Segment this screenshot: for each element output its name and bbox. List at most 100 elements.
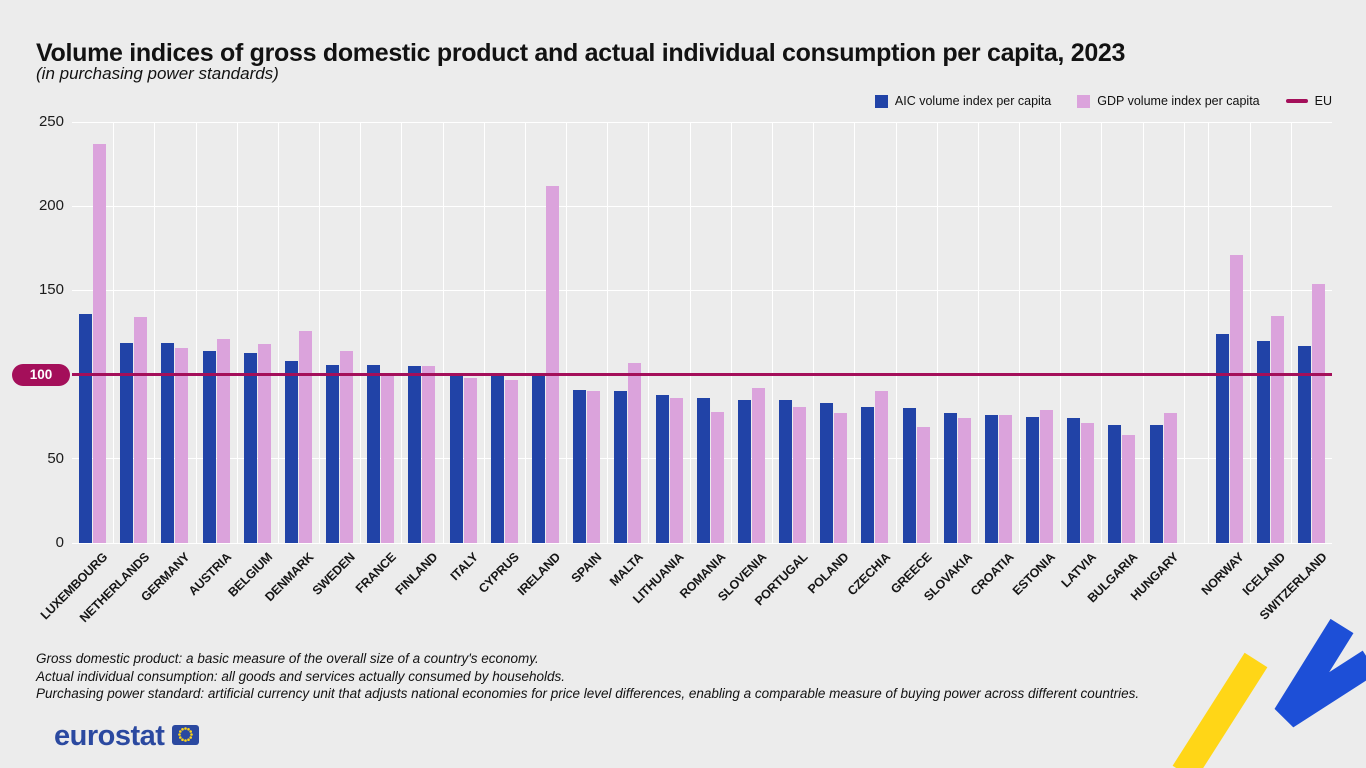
aic-bar [861, 406, 875, 543]
aic-bar [1026, 416, 1040, 543]
gdp-bar [793, 406, 807, 543]
aic-bar [284, 361, 298, 543]
country-label: ESTONIA [1009, 550, 1058, 599]
eurostat-wordmark: eurostat [54, 720, 165, 752]
footnote-gdp: Gross domestic product: a basic measure … [36, 651, 539, 666]
aic-bar [532, 376, 546, 543]
aic-bar [408, 366, 422, 543]
v-gridline [1060, 122, 1062, 543]
bar-chart: 0 50 100 150 200 250 LUXEMBOURG NETHERLANDS GER… [12, 113, 1332, 625]
country-bar-group [1101, 122, 1142, 543]
v-gridline [483, 122, 485, 543]
country-label: POLAND [805, 550, 852, 597]
aic-bar [1067, 418, 1081, 543]
y-axis-label: 0 [55, 534, 64, 551]
y-axis-label: 150 [38, 281, 64, 299]
country-bar-group [978, 122, 1019, 543]
gdp-bar [669, 398, 683, 543]
y-axis: 0 50 100 150 200 250 [12, 113, 72, 551]
country-bar-group [443, 122, 484, 543]
aic-bar [449, 376, 463, 543]
country-label: CROATIA [967, 550, 1017, 599]
gdp-bar [546, 186, 560, 543]
footnote-pps: Purchasing power standard: artificial cu… [36, 686, 1140, 702]
country-bar-group [113, 122, 154, 543]
aic-legend-label: AIC volume index per capita [894, 94, 1052, 108]
eu-axis-badge: 100 [12, 363, 70, 386]
aic-bar [120, 342, 134, 543]
v-gridline [566, 122, 568, 543]
gdp-swatch-icon [1077, 94, 1091, 108]
v-gridline [1101, 122, 1103, 543]
v-gridline [442, 122, 444, 543]
gdp-bar [216, 339, 230, 543]
v-gridline [195, 122, 197, 543]
gdp-bar [175, 347, 189, 543]
gdp-bar [1081, 423, 1095, 543]
aic-bar [943, 413, 957, 543]
v-gridline [1142, 122, 1144, 543]
eu-flag-icon [172, 724, 200, 745]
y-gridline [72, 542, 1332, 544]
y-axis-label: 250 [38, 113, 64, 130]
country-bar-group [607, 122, 648, 543]
v-gridline [1183, 122, 1185, 543]
country-bar-group [1291, 122, 1332, 543]
gdp-bar [1270, 315, 1284, 543]
v-gridline [936, 122, 938, 543]
country-bar-group [772, 122, 813, 543]
v-gridline [401, 122, 403, 543]
aic-bar [1108, 425, 1122, 543]
country-label: SWEDEN [309, 550, 358, 598]
country-label: IRELAND [515, 550, 564, 599]
aic-bar [902, 408, 916, 543]
gdp-bar [134, 317, 148, 543]
country-bar-group [813, 122, 854, 543]
v-gridline [977, 122, 979, 543]
country-label: ITALY [447, 550, 482, 584]
v-gridline [730, 122, 732, 543]
page-subtitle: (in purchasing power standards) [36, 64, 279, 83]
v-gridline [689, 122, 691, 543]
v-gridline [607, 122, 609, 543]
gdp-legend-label: GDP volume index per capita [1097, 94, 1260, 108]
v-gridline [277, 122, 279, 543]
aic-bar [1256, 340, 1270, 543]
gdp-bar [834, 413, 848, 543]
y-gridline [72, 121, 1332, 123]
aic-bar [326, 364, 340, 543]
country-bar-group [278, 122, 319, 543]
v-gridline [236, 122, 238, 543]
v-gridline [1019, 122, 1021, 543]
country-bar-group [1019, 122, 1060, 543]
v-gridline [1249, 122, 1251, 543]
gdp-bar [1163, 413, 1177, 543]
v-gridline [1208, 122, 1210, 543]
aic-bar [490, 376, 504, 543]
gdp-bar [1229, 255, 1243, 543]
country-label: NORWAY [1199, 550, 1247, 598]
y-gridline [72, 205, 1332, 207]
country-bar-group [1060, 122, 1101, 543]
yellow-ribbon [1172, 652, 1268, 768]
aic-bar [614, 391, 628, 543]
aic-bar [1149, 425, 1163, 543]
country-bar-group [566, 122, 607, 543]
legend-item-eu: EU [1285, 94, 1332, 108]
aic-bar [1215, 334, 1229, 543]
country-bar-group [401, 122, 442, 543]
v-gridline [854, 122, 856, 543]
country-bar-group [854, 122, 895, 543]
y-axis-label: 200 [38, 197, 64, 215]
country-bar-group [1250, 122, 1291, 543]
country-bar-group [360, 122, 401, 543]
country-bar-group [525, 122, 566, 543]
country-bar-group [731, 122, 772, 543]
gdp-bar [422, 366, 436, 543]
v-gridline [319, 122, 321, 543]
v-gridline [895, 122, 897, 543]
gdp-bar [710, 411, 724, 543]
country-bar-group [648, 122, 689, 543]
country-bar-group [154, 122, 195, 543]
gdp-bar [298, 330, 312, 543]
